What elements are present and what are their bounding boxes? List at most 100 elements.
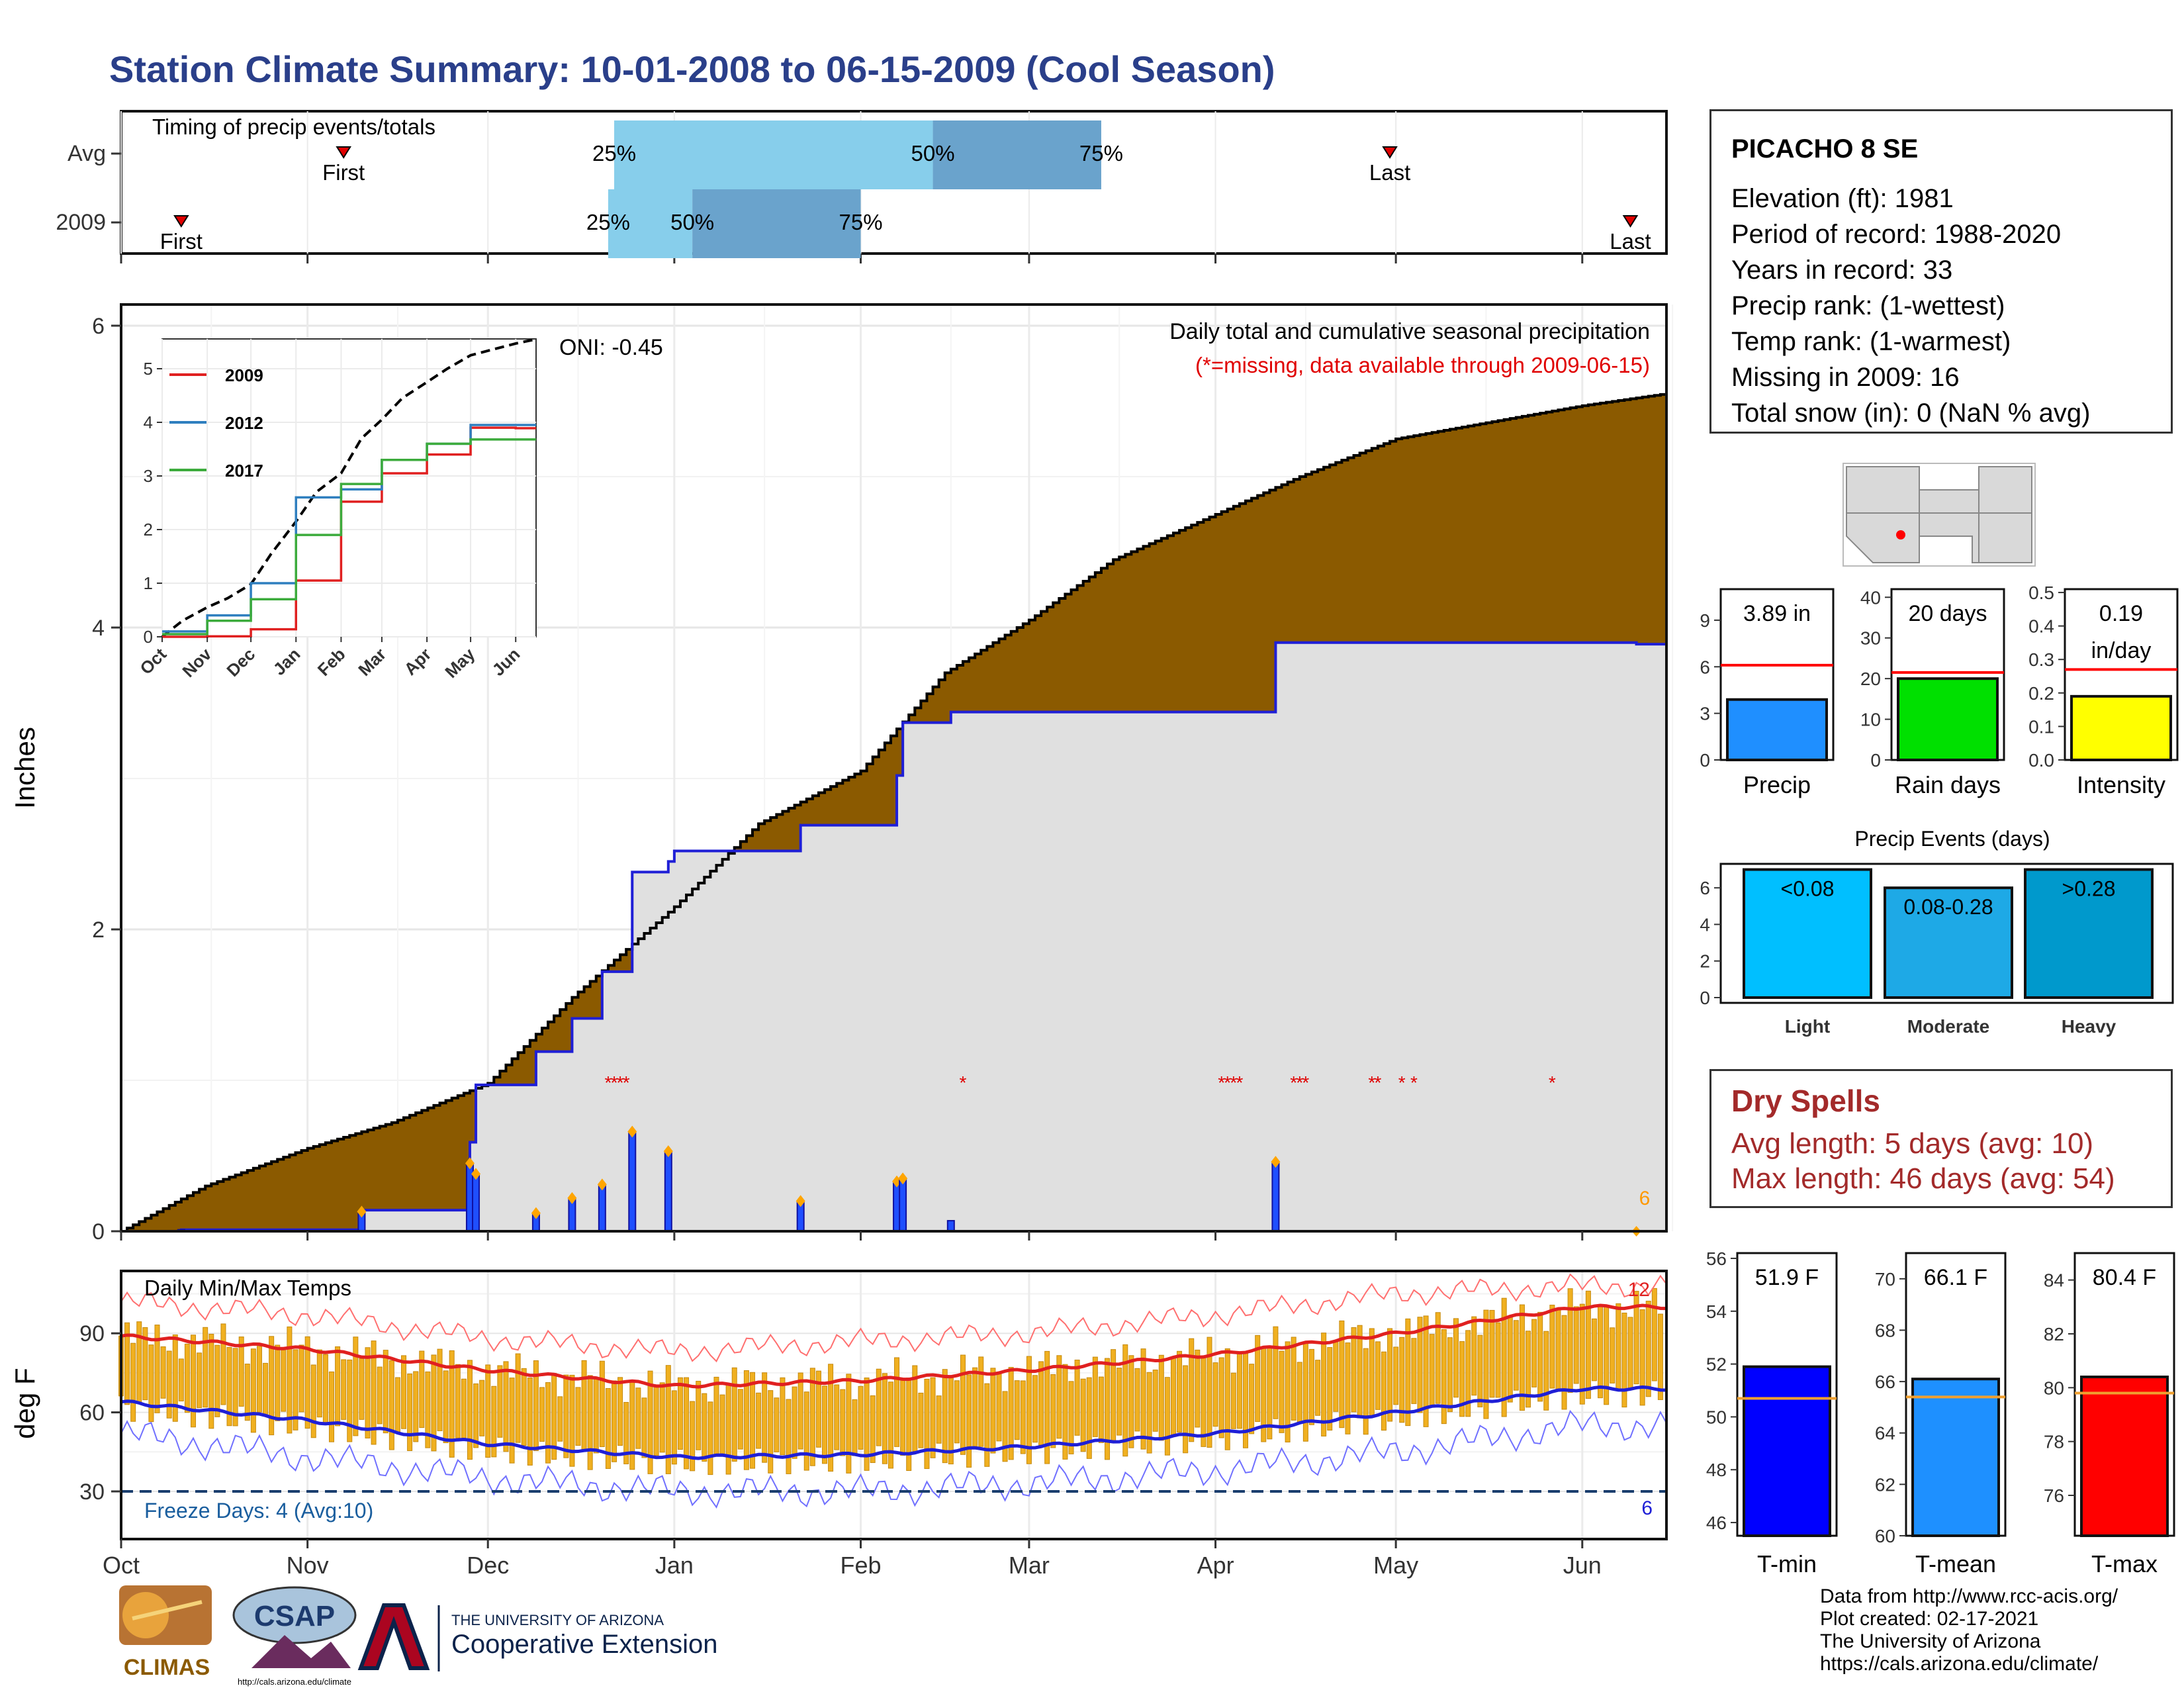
daily-temp-range-bar: [1152, 1370, 1158, 1432]
events-bar-label: Moderate: [1907, 1016, 1989, 1037]
daily-temp-range-bar: [1459, 1341, 1465, 1417]
rain-days-summary-label: Rain days: [1895, 771, 2001, 798]
footer-line-data-source: Data from http://www.rcc-acis.org/: [1820, 1585, 2118, 1607]
tmin-summary-label: T-min: [1757, 1550, 1817, 1577]
tmax-summary-ytick-label: 84: [2044, 1270, 2064, 1291]
daily-temp-range-bar: [256, 1346, 262, 1413]
daily-temp-range-bar: [130, 1342, 136, 1422]
daily-precip-marker: [531, 1207, 541, 1219]
csap-logo-url: http://cals.arizona.edu/climate: [238, 1677, 351, 1687]
daily-temp-range-bar: [696, 1381, 702, 1450]
dry-spells-title: Dry Spells: [1731, 1084, 1880, 1118]
missing-day-marker: *: [960, 1072, 967, 1093]
daily-temp-range-bar: [1255, 1335, 1261, 1423]
tmax-summary-ytick-label: 80: [2044, 1378, 2064, 1398]
daily-temp-range-bar: [1519, 1304, 1525, 1411]
temp-ytick-label: 90: [79, 1321, 105, 1346]
daily-temp-range-bar: [864, 1378, 870, 1471]
timing-panel: Timing of precip events/totals 25% 50% 75%…: [56, 110, 1668, 263]
daily-temp-range-bar: [310, 1364, 316, 1438]
daily-temp-range-bar: [1236, 1352, 1242, 1429]
daily-temp-range-bar: [725, 1384, 731, 1475]
daily-temp-range-bar: [533, 1360, 539, 1451]
daily-temp-range-bar: [690, 1401, 696, 1472]
daily-temp-range-bar: [365, 1347, 371, 1438]
daily-temp-range-bar: [1645, 1300, 1651, 1397]
daily-temp-range-bar: [220, 1323, 226, 1405]
daily-temp-range-bar: [1657, 1313, 1663, 1400]
daily-temp-range-bar: [142, 1327, 148, 1401]
tmean-summary-ytick-label: 64: [1875, 1423, 1895, 1444]
daily-temp-range-bar: [425, 1371, 431, 1448]
precip-events-chart: Precip Events (days) 0 2 4 6 <0.08 Light 0.08-0…: [1700, 827, 2174, 1037]
daily-temp-range-bar: [1369, 1328, 1375, 1417]
tmin-summary-ytick-label: 54: [1706, 1301, 1727, 1322]
daily-precip-bar: [1271, 1161, 1280, 1232]
daily-temp-range-bar: [497, 1365, 503, 1438]
daily-temp-range-bar: [1098, 1376, 1104, 1443]
daily-temp-range-bar: [1032, 1375, 1038, 1443]
daily-temp-range-bar: [762, 1372, 768, 1463]
month-axis-label: Feb: [841, 1552, 882, 1579]
daily-temp-range-bar: [1183, 1365, 1189, 1454]
inset-average-line: [161, 338, 537, 638]
tmin-summary-bar: [1743, 1365, 1831, 1538]
daily-precip-marker: [471, 1168, 481, 1180]
precip-ytick-label: 4: [92, 616, 105, 641]
daily-temp-range-bar: [954, 1380, 960, 1444]
timing-panel-title: Timing of precip events/totals: [152, 115, 435, 139]
daily-temp-range-bar: [1621, 1313, 1627, 1408]
daily-temp-range-bar: [401, 1355, 407, 1429]
daily-temp-range-bar: [1573, 1306, 1579, 1384]
tmax-summary-ytick-label: 78: [2044, 1432, 2064, 1452]
daily-temp-range-bar: [160, 1346, 166, 1399]
daily-temp-range-bar: [1122, 1344, 1128, 1457]
daily-temp-range-bar: [1465, 1330, 1471, 1417]
daily-temp-range-bar: [178, 1358, 184, 1401]
footer-line-url: https://cals.arizona.edu/climate/: [1820, 1653, 2099, 1675]
tmax-summary-label: T-max: [2091, 1550, 2158, 1577]
temp-ytick-label: 60: [79, 1401, 105, 1426]
daily-temp-range-bar: [1230, 1372, 1236, 1429]
daily-temp-range-bar: [1525, 1331, 1531, 1408]
daily-temp-range-bar: [287, 1326, 293, 1434]
timing-text-last: Last: [1369, 160, 1410, 185]
daily-temp-range-bar: [809, 1368, 815, 1466]
inset-legend-2009: 2009: [225, 365, 263, 385]
daily-temp-range-bar: [449, 1350, 455, 1458]
inset-series-2017: [162, 438, 536, 635]
daily-temp-range-bar: [1206, 1336, 1212, 1448]
daily-temp-range-bar: [587, 1375, 593, 1470]
daily-temp-range-bar: [756, 1392, 762, 1449]
daily-temp-range-bar: [197, 1352, 203, 1409]
temp-avg-max-line: [120, 1303, 1667, 1389]
temp-y-axis-label: deg F: [9, 1368, 40, 1438]
daily-temp-range-bar: [828, 1364, 834, 1472]
daily-temp-range-bar: [713, 1376, 719, 1455]
daily-temp-range-bar: [1014, 1380, 1020, 1440]
daily-temp-range-bar: [1044, 1350, 1050, 1464]
tmean-summary-ytick-label: 68: [1875, 1320, 1895, 1340]
daily-temp-range-bar: [1423, 1315, 1429, 1427]
daily-temp-range-bar: [1170, 1356, 1176, 1436]
inset-ytick-label: 4: [144, 412, 153, 432]
daily-temp-range-bar: [1201, 1356, 1206, 1447]
timing-label-25%: 25%: [592, 141, 636, 165]
daily-temp-range-bar: [322, 1354, 328, 1424]
dry-spells-max: Max length: 46 days (avg: 54): [1731, 1162, 2115, 1195]
temp-panel-frame: [120, 1270, 1668, 1540]
intensity-summary-ytick-label: 0.3: [2028, 649, 2054, 670]
daily-temp-range-bar: [966, 1374, 972, 1468]
month-axis-label: Jun: [1563, 1552, 1602, 1579]
daily-temp-range-bar: [304, 1336, 310, 1429]
daily-precip-bar: [472, 1173, 480, 1232]
daily-temp-range-bar: [887, 1382, 893, 1469]
daily-temp-range-bar: [677, 1377, 683, 1450]
daily-temp-range-bar: [1627, 1317, 1633, 1389]
daily-temp-range-bar: [1417, 1317, 1423, 1413]
daily-temp-range-bar: [1008, 1367, 1014, 1460]
timing-marker-last: [1382, 146, 1398, 159]
daily-temp-range-bar: [244, 1364, 250, 1421]
missing-day-marker: *: [1549, 1072, 1556, 1093]
timing-marker-last: [1622, 215, 1639, 228]
